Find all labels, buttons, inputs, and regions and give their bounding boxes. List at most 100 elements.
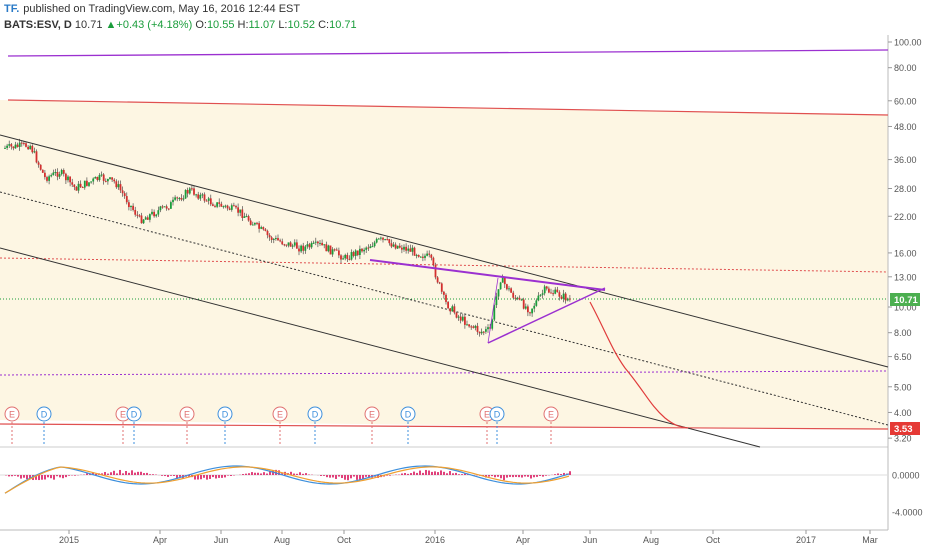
macd-bar	[86, 473, 88, 475]
candle-body	[262, 227, 265, 230]
candle-body	[552, 293, 554, 295]
candle-body	[478, 331, 481, 334]
macd-bar	[41, 475, 43, 480]
candle-body	[29, 145, 32, 150]
candle-body	[94, 176, 97, 179]
macd-bar	[500, 475, 502, 479]
candle-body	[417, 254, 420, 257]
candle-body	[518, 297, 521, 300]
candle-body	[241, 209, 244, 218]
candle-body	[529, 312, 531, 314]
symbol-name[interactable]: BATS:ESV, D	[4, 19, 72, 31]
macd-bar	[173, 475, 175, 476]
target-price-label: 3.53	[894, 424, 913, 435]
macd-bar	[344, 475, 346, 480]
candle-body	[409, 248, 412, 252]
candle-body	[373, 242, 376, 247]
candle-body	[562, 293, 565, 299]
candle-body	[125, 196, 128, 203]
candle-body	[293, 242, 296, 246]
macd-bar	[65, 475, 67, 478]
macd-bar	[563, 472, 565, 475]
candle-body	[237, 207, 239, 213]
macd-bar	[533, 475, 535, 478]
dividend-icon	[400, 406, 416, 422]
candle-body	[384, 239, 386, 241]
time-tick-label: Aug	[274, 535, 290, 545]
macd-bar	[74, 475, 76, 476]
candle-body	[380, 237, 382, 239]
candle-body	[331, 249, 334, 255]
earnings-icon	[4, 406, 20, 422]
high-label: H:	[237, 19, 249, 31]
macd-tick-label: -4.0000	[892, 508, 923, 518]
candle-body	[107, 178, 109, 182]
candle-body	[119, 184, 122, 191]
candle-body	[396, 245, 399, 249]
candle-body	[390, 243, 393, 247]
candle-body	[283, 244, 286, 246]
candle-body	[371, 246, 374, 248]
channel-mid	[0, 191, 889, 426]
macd-bar	[545, 475, 547, 476]
macd-bar	[323, 475, 325, 476]
candle-body	[422, 256, 424, 258]
macd-bar	[101, 473, 103, 475]
macd-bar	[116, 473, 118, 475]
candle-body	[451, 306, 454, 312]
candle-body	[424, 255, 426, 258]
candle-body	[350, 252, 353, 260]
macd-bar	[113, 470, 115, 475]
candle-body	[146, 217, 149, 220]
tradingview-logo[interactable]: TF.	[4, 3, 20, 15]
candle-body	[161, 206, 164, 208]
macd-bar	[569, 471, 571, 475]
candle-body	[407, 248, 410, 251]
macd-bar	[245, 473, 247, 475]
macd-bar	[227, 475, 229, 476]
macd-bar	[341, 475, 343, 479]
candle-body	[67, 176, 69, 181]
event-label: E	[184, 410, 190, 420]
candle-body	[545, 286, 548, 289]
candle-body	[403, 246, 405, 250]
candle-body	[193, 188, 195, 195]
candle-body	[71, 182, 74, 185]
macd-bar	[440, 470, 442, 475]
macd-bar	[407, 473, 409, 475]
candle-body	[132, 205, 134, 210]
candle-body	[4, 147, 6, 149]
candle-body	[461, 316, 464, 321]
macd-bar	[428, 470, 430, 475]
candle-body	[438, 282, 441, 284]
candle-body	[27, 146, 29, 150]
candle-body	[289, 242, 292, 247]
candle-body	[16, 144, 19, 147]
candle-body	[56, 172, 59, 177]
close-value: 10.71	[329, 19, 357, 31]
candle-body	[235, 205, 237, 208]
candle-body	[537, 295, 540, 301]
macd-bar	[257, 472, 259, 475]
candle-body	[258, 223, 260, 229]
event-label: D	[405, 410, 412, 420]
macd-bar	[299, 472, 301, 475]
macd-bar	[386, 475, 388, 476]
macd-bar	[143, 473, 145, 475]
dividend-icon	[36, 406, 52, 422]
projection-path	[589, 301, 689, 429]
candle-body	[247, 216, 250, 221]
macd-bar	[137, 471, 139, 475]
candle-body	[50, 175, 53, 177]
macd-bar	[212, 475, 214, 478]
candle-body	[272, 238, 275, 240]
macd-bar	[122, 473, 124, 475]
macd-bar	[263, 472, 265, 475]
candle-body	[60, 170, 63, 175]
candle-body	[472, 326, 475, 328]
candle-body	[453, 306, 456, 313]
macd-bar	[206, 475, 208, 480]
candle-body	[531, 308, 533, 314]
macd-bar	[425, 469, 427, 475]
